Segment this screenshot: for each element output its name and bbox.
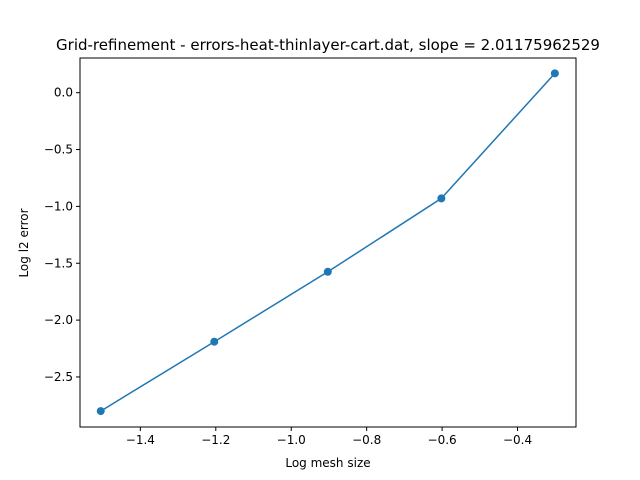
- y-tick-label: 0.0: [54, 86, 73, 100]
- x-axis-label: Log mesh size: [285, 456, 370, 470]
- plot-area-frame: [79, 57, 577, 428]
- y-axis-label: Log l2 error: [17, 208, 31, 277]
- series-line: [100, 72, 556, 412]
- chart-title: Grid-refinement - errors-heat-thinlayer-…: [56, 36, 600, 54]
- x-tick-label: −1.2: [201, 433, 230, 447]
- x-tick-label: −0.8: [352, 433, 381, 447]
- x-tick-label: −1.4: [126, 433, 155, 447]
- data-point: [210, 337, 219, 346]
- data-point: [550, 69, 559, 78]
- x-tick-label: −0.4: [503, 433, 532, 447]
- x-tick-label: −1.0: [277, 433, 306, 447]
- data-point: [437, 194, 446, 203]
- y-tick-label: −2.0: [44, 313, 73, 327]
- y-tick-label: −0.5: [44, 143, 73, 157]
- data-point: [323, 267, 332, 276]
- y-tick-label: −1.0: [44, 199, 73, 213]
- x-tick-label: −0.6: [428, 433, 457, 447]
- plot-series: [96, 69, 559, 416]
- data-point: [96, 407, 105, 416]
- y-tick-label: −1.5: [44, 256, 73, 270]
- y-tick-label: −2.5: [44, 370, 73, 384]
- axis-ticks: −1.4 −1.2 −1.0 −0.8 −0.6 −0.4 −2.5 −2.0 −1.5 −1.0…: [44, 86, 532, 447]
